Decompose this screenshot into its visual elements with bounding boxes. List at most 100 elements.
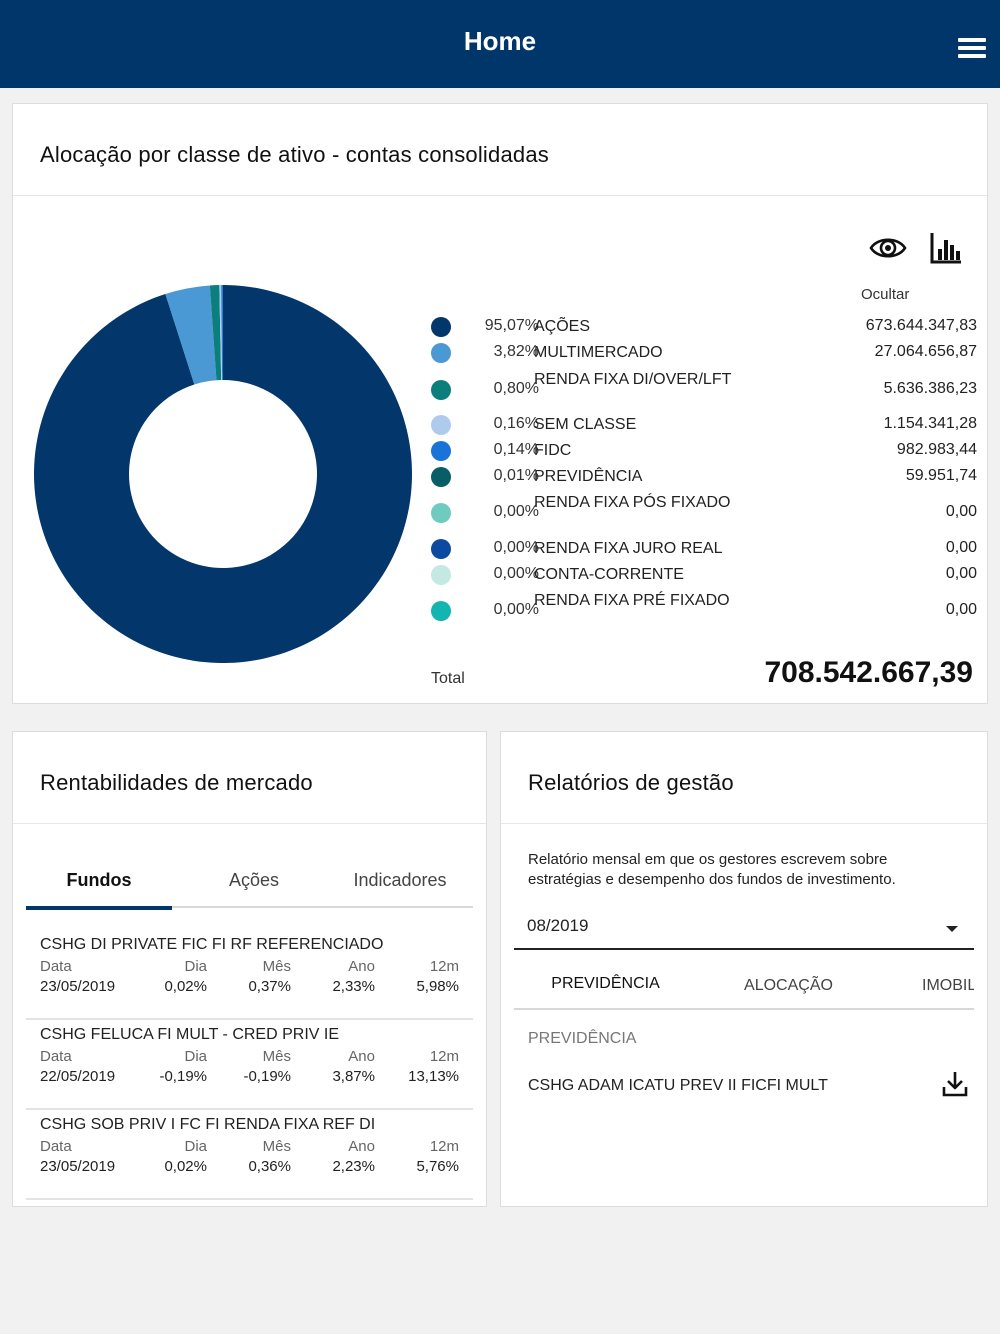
legend-value: 27.064.656,87 — [874, 343, 977, 360]
legend-class-name: SEM CLASSE — [534, 416, 637, 433]
legend-item: 0,00% RENDA FIXA JURO REAL 0,00 — [431, 539, 977, 559]
legend-item: 95,07% AÇÕES 673.644.347,83 — [431, 317, 977, 337]
fund-year-return: 2,33% — [332, 978, 375, 995]
legend-item: 0,00% CONTA-CORRENTE 0,00 — [431, 565, 977, 585]
legend-value: 59.951,74 — [905, 467, 977, 484]
legend-value: 982.983,44 — [896, 441, 977, 458]
fund-date: 23/05/2019 — [40, 978, 116, 995]
legend-percentage: 0,00% — [493, 601, 539, 618]
col-label-dia: Dia — [184, 958, 207, 975]
fund-day-return: 0,02% — [164, 1158, 207, 1175]
legend-item: 0,01% PREVIDÊNCIA 59.951,74 — [431, 467, 977, 487]
reports-header: Relatórios de gestão — [501, 732, 987, 824]
period-select[interactable]: 08/2019 — [514, 908, 974, 950]
tab-previdencia[interactable]: PREVIDÊNCIA — [514, 966, 697, 1008]
tab-indicadores[interactable]: Indicadores — [353, 870, 447, 890]
legend-color-dot — [431, 601, 451, 621]
period-select-value: 08/2019 — [527, 916, 589, 935]
fund-12m-return: 5,76% — [416, 1158, 459, 1175]
reports-card: Relatórios de gestão Relatório mensal em… — [500, 731, 988, 1207]
col-label-data: Data — [40, 958, 72, 975]
legend-percentage: 0,00% — [493, 503, 539, 520]
legend-class-name: PREVIDÊNCIA — [534, 468, 643, 485]
col-label-mes: Mês — [262, 958, 291, 975]
legend-value: 0,00 — [945, 503, 977, 520]
download-icon[interactable] — [941, 1070, 969, 1098]
fund-row[interactable]: CSHG FELUCA FI MULT - CRED PRIV IE Data Di… — [26, 1020, 473, 1110]
legend-class-name: RENDA FIXA DI/OVER/LFT — [534, 371, 732, 388]
hamburger-menu-icon[interactable] — [958, 38, 986, 58]
fund-name: CSHG FELUCA FI MULT - CRED PRIV IE — [40, 1026, 340, 1043]
total-value: 708.542.667,39 — [764, 656, 973, 689]
legend-percentage: 0,14% — [493, 441, 539, 458]
legend-color-dot — [431, 503, 451, 523]
legend-color-dot — [431, 467, 451, 487]
chevron-down-icon — [946, 926, 958, 932]
fund-name: CSHG DI PRIVATE FIC FI RF REFERENCIADO — [40, 936, 384, 953]
legend-class-name: FIDC — [534, 442, 572, 459]
tab-imobil[interactable]: IMOBIL — [922, 977, 974, 994]
col-label-12m: 12m — [429, 1138, 459, 1155]
legend-color-dot — [431, 317, 451, 337]
legend-class-name: RENDA FIXA PRÉ FIXADO — [534, 592, 730, 609]
legend-class-name: AÇÕES — [534, 318, 591, 335]
fund-month-return: -0,19% — [243, 1068, 291, 1085]
bar-chart-icon[interactable] — [929, 231, 963, 265]
legend-item: 0,00% RENDA FIXA PRÉ FIXADO 0,00 — [431, 591, 977, 631]
fund-year-return: 3,87% — [332, 1068, 375, 1085]
legend-value: 673.644.347,83 — [865, 317, 977, 334]
total-label: Total — [431, 670, 465, 687]
legend-item: 3,82% MULTIMERCADO 27.064.656,87 — [431, 343, 977, 363]
legend-percentage: 95,07% — [484, 317, 539, 334]
legend-item: 0,80% RENDA FIXA DI/OVER/LFT 5.636.386,23 — [431, 370, 977, 410]
col-label-dia: Dia — [184, 1138, 207, 1155]
tab-alocacao[interactable]: ALOCAÇÃO — [744, 977, 833, 994]
col-label-12m: 12m — [429, 958, 459, 975]
market-returns-title: Rentabilidades de mercado — [40, 770, 313, 795]
col-label-ano: Ano — [348, 1048, 375, 1065]
legend-value: 1.154.341,28 — [883, 415, 977, 432]
fund-day-return: -0,19% — [159, 1068, 207, 1085]
legend-color-dot — [431, 343, 451, 363]
legend-percentage: 0,01% — [493, 467, 539, 484]
col-label-data: Data — [40, 1138, 72, 1155]
fund-row[interactable]: CSHG SOB PRIV I FC FI RENDA FIXA REF DI D… — [26, 1110, 473, 1200]
fund-12m-return: 5,98% — [416, 978, 459, 995]
legend-class-name: RENDA FIXA PÓS FIXADO — [534, 494, 731, 511]
legend-color-dot — [431, 539, 451, 559]
fund-12m-return: 13,13% — [408, 1068, 459, 1085]
eye-icon[interactable] — [869, 233, 907, 263]
reports-title: Relatórios de gestão — [528, 770, 734, 795]
tab-fundos[interactable]: Fundos — [26, 862, 172, 910]
allocation-card: Alocação por classe de ativo - contas co… — [12, 103, 988, 704]
legend-color-dot — [431, 415, 451, 435]
hide-values-label[interactable]: Ocultar — [861, 286, 910, 303]
fund-date: 22/05/2019 — [40, 1068, 116, 1085]
donut-slice-3 — [209, 285, 222, 381]
legend-percentage: 3,82% — [493, 343, 539, 360]
tab-acoes[interactable]: Ações — [228, 870, 280, 890]
reports-section-title: PREVIDÊNCIA — [528, 1030, 637, 1047]
market-returns-header: Rentabilidades de mercado — [13, 732, 486, 824]
fund-row[interactable]: CSHG DI PRIVATE FIC FI RF REFERENCIADO Da… — [26, 930, 473, 1020]
market-tabs: Fundos Ações Indicadores — [26, 862, 473, 910]
donut-slice-5 — [221, 285, 223, 381]
legend-color-dot — [431, 565, 451, 585]
legend-percentage: 0,16% — [493, 415, 539, 432]
fund-month-return: 0,37% — [248, 978, 291, 995]
col-label-12m: 12m — [429, 1048, 459, 1065]
fund-day-return: 0,02% — [164, 978, 207, 995]
market-returns-card: Rentabilidades de mercado Fundos Ações I… — [12, 731, 487, 1207]
legend-class-name: RENDA FIXA JURO REAL — [534, 540, 723, 557]
legend-value: 0,00 — [945, 601, 977, 618]
col-label-mes: Mês — [262, 1138, 291, 1155]
report-item[interactable]: CSHG ADAM ICATU PREV II FICFI MULT — [528, 1077, 828, 1094]
legend-item: 0,00% RENDA FIXA PÓS FIXADO 0,00 — [431, 493, 977, 533]
donut-slice-4 — [219, 285, 223, 381]
legend-color-dot — [431, 441, 451, 461]
legend-value: 0,00 — [945, 565, 977, 582]
fund-month-return: 0,36% — [248, 1158, 291, 1175]
legend-value: 0,00 — [945, 539, 977, 556]
legend-percentage: 0,00% — [493, 539, 539, 556]
allocation-donut-chart — [33, 285, 412, 663]
